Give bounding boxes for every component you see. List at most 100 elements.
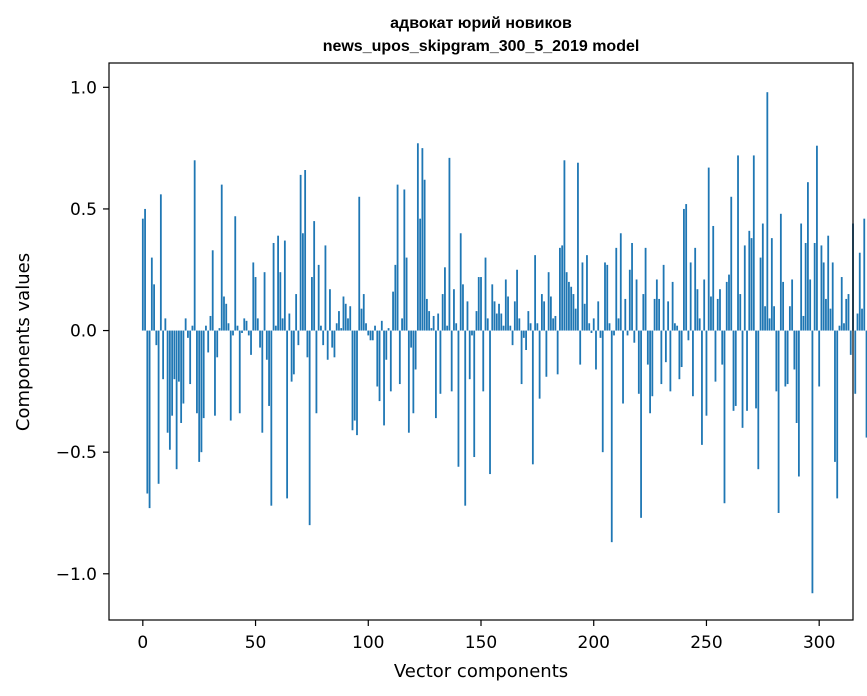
bar (189, 330, 192, 385)
bar (421, 148, 424, 331)
bar (624, 298, 627, 331)
bar (703, 279, 706, 331)
bar (683, 208, 685, 331)
bar (268, 330, 270, 406)
bar (813, 242, 816, 331)
bar (480, 277, 482, 331)
bar (439, 330, 442, 394)
bar (725, 281, 728, 331)
bar (608, 323, 611, 331)
bar (486, 318, 489, 331)
bar (739, 294, 742, 331)
bar (635, 279, 638, 331)
bar (511, 330, 514, 346)
bar (583, 303, 586, 331)
bar (604, 262, 606, 331)
bar (719, 289, 721, 331)
bar (563, 160, 566, 331)
bar (737, 155, 739, 331)
bar (642, 294, 645, 331)
bar (342, 296, 345, 331)
bar (570, 286, 573, 331)
bar (304, 170, 307, 331)
bar (673, 323, 676, 331)
bar (655, 279, 658, 331)
bar (301, 233, 304, 331)
bar (586, 255, 588, 331)
bar (606, 264, 609, 331)
bar (723, 330, 726, 504)
bar (552, 318, 555, 331)
bar (613, 330, 615, 336)
bar (344, 303, 347, 331)
bar (392, 291, 394, 331)
bar (705, 330, 708, 416)
bar (795, 330, 798, 423)
bar (277, 235, 279, 331)
bar (383, 330, 385, 426)
bar (554, 315, 557, 331)
bar (538, 330, 541, 399)
bar (820, 245, 823, 331)
x-axis-label: Vector components (394, 661, 568, 682)
bar (252, 262, 255, 331)
bar (286, 330, 289, 499)
bar (746, 330, 748, 411)
bar (432, 315, 435, 331)
bar (353, 330, 356, 421)
bar (761, 223, 764, 331)
bar (667, 301, 670, 331)
bar (825, 298, 827, 331)
bar (779, 213, 782, 331)
bar (640, 330, 642, 518)
bar (455, 323, 458, 331)
bar (403, 189, 406, 331)
bar (191, 325, 194, 331)
bar (854, 330, 857, 394)
bar (223, 296, 225, 331)
y-tick-label: 1.0 (70, 78, 97, 98)
bar (547, 272, 550, 331)
bar (385, 330, 388, 360)
bar (279, 272, 282, 331)
bar (236, 325, 239, 331)
bar (371, 330, 374, 341)
bar (678, 330, 681, 380)
bar (741, 330, 744, 428)
chart-title-line2: news_upos_skipgram_300_5_2019 model (323, 38, 640, 55)
bar (646, 330, 649, 365)
bar (245, 320, 248, 331)
bar (696, 289, 699, 331)
bar (376, 330, 379, 387)
bar (831, 262, 834, 331)
bar (671, 281, 674, 331)
y-tick-label: −0.5 (56, 443, 97, 463)
bar (430, 328, 433, 331)
bar (453, 289, 455, 331)
bar (437, 313, 440, 331)
bar (811, 330, 814, 594)
bar (752, 155, 755, 331)
bar (425, 298, 428, 331)
bar (313, 221, 316, 331)
bar (150, 257, 153, 331)
bar (777, 330, 780, 513)
bar (378, 330, 381, 402)
bar (658, 298, 661, 331)
bar (829, 308, 832, 331)
bar (265, 330, 268, 360)
bar (500, 313, 503, 331)
bar (507, 296, 509, 331)
x-tick-label: 150 (465, 633, 497, 653)
bar (493, 301, 496, 331)
bar (845, 298, 848, 331)
bar (369, 330, 372, 341)
bar (755, 330, 757, 409)
bar (473, 330, 476, 458)
bar (669, 330, 672, 392)
bar (320, 325, 322, 331)
bar (768, 318, 771, 331)
bar (347, 318, 349, 331)
bar (295, 294, 298, 331)
bar (822, 262, 825, 331)
